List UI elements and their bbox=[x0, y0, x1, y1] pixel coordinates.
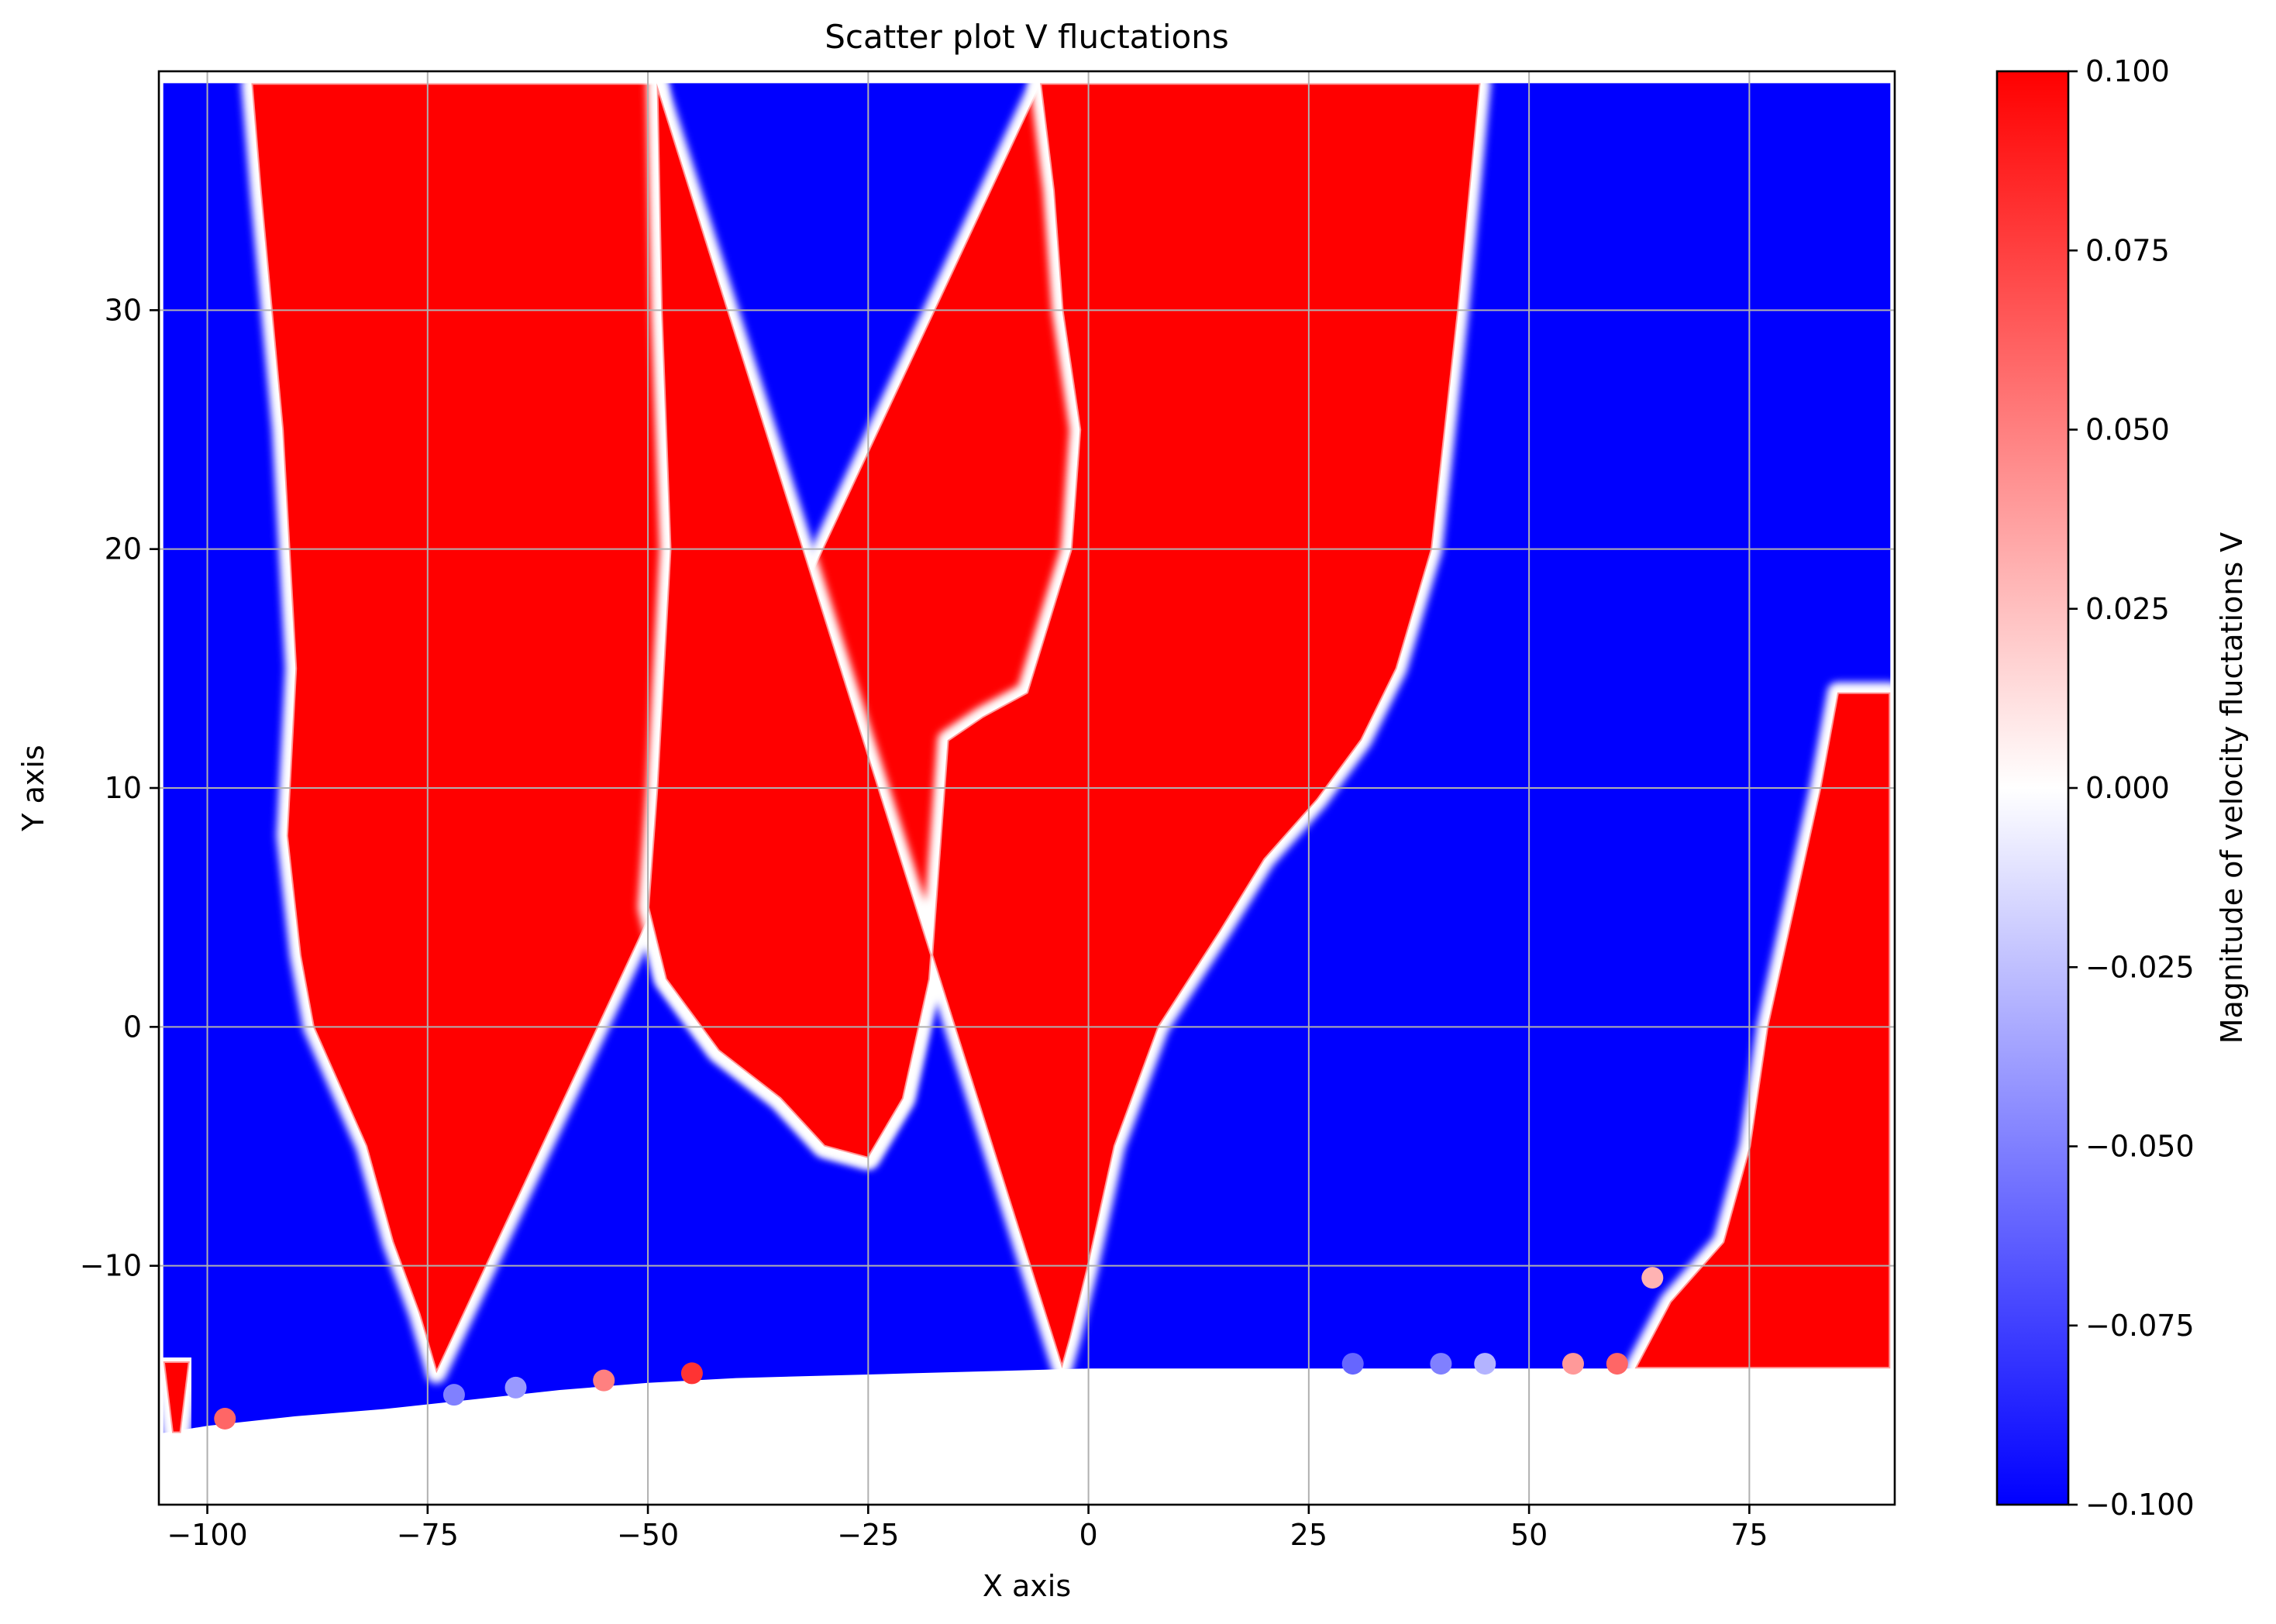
chart-title: Scatter plot V fluctations bbox=[825, 18, 1229, 56]
plot-area bbox=[159, 73, 1895, 1443]
y-tick-label-4: 30 bbox=[105, 293, 142, 327]
scatter-point-7 bbox=[1474, 1353, 1496, 1375]
x-tick-label-7: 75 bbox=[1730, 1518, 1768, 1552]
x-tick-label-0: −100 bbox=[167, 1518, 247, 1552]
x-tick-label-3: −25 bbox=[837, 1518, 899, 1552]
scatter-point-2 bbox=[504, 1376, 527, 1399]
colorbar-tick-label-3: 0.025 bbox=[2085, 592, 2170, 626]
region-0 bbox=[161, 1360, 191, 1435]
colorbar-tick-label-5: −0.025 bbox=[2085, 950, 2195, 984]
x-axis-label: X axis bbox=[983, 1569, 1071, 1603]
x-ticks: −100 −75 −50 −25 0 25 50 75 bbox=[167, 1505, 1768, 1552]
scatter-point-10 bbox=[1641, 1267, 1664, 1289]
scatter-point-8 bbox=[1562, 1353, 1584, 1375]
colorbar-tick-label-0: 0.100 bbox=[2085, 54, 2170, 88]
y-tick-label-3: 20 bbox=[105, 532, 142, 566]
x-tick-label-5: 25 bbox=[1290, 1518, 1327, 1552]
scatter-point-0 bbox=[214, 1408, 236, 1430]
colorbar-fill bbox=[1997, 71, 2068, 1505]
x-tick-label-1: −75 bbox=[397, 1518, 459, 1552]
colorbar-tick-label-1: 0.075 bbox=[2085, 233, 2170, 267]
scatter-point-1 bbox=[442, 1384, 465, 1406]
grid-lines bbox=[159, 71, 1895, 1505]
y-axis-label: Y axis bbox=[16, 745, 50, 831]
x-tick-label-2: −50 bbox=[617, 1518, 679, 1552]
colorbar-ticks: 0.100 0.075 0.050 0.025 0.000 −0.025 −0.050 −0.… bbox=[2068, 54, 2195, 1522]
scatter-point-3 bbox=[593, 1369, 615, 1392]
colorbar: 0.100 0.075 0.050 0.025 0.000 −0.025 −0.050 −0.… bbox=[1995, 54, 2249, 1522]
y-tick-label-0: −10 bbox=[80, 1249, 142, 1283]
colorbar-tick-label-4: 0.000 bbox=[2085, 771, 2170, 805]
colorbar-tick-label-6: −0.050 bbox=[2085, 1130, 2195, 1164]
colorbar-tick-label-8: −0.100 bbox=[2085, 1488, 2195, 1522]
red-regions bbox=[159, 73, 1895, 1443]
scatter-point-5 bbox=[1341, 1353, 1364, 1375]
x-tick-label-6: 50 bbox=[1510, 1518, 1548, 1552]
colorbar-label: Magnitude of velocity fluctations V bbox=[2215, 532, 2249, 1044]
colorbar-tick-label-2: 0.050 bbox=[2085, 413, 2170, 447]
y-tick-label-2: 10 bbox=[105, 771, 142, 805]
y-tick-label-1: 0 bbox=[123, 1010, 142, 1044]
scatter-points bbox=[214, 1267, 1664, 1430]
region-2 bbox=[646, 81, 1482, 1371]
region-3 bbox=[1633, 690, 1892, 1371]
scatter-point-9 bbox=[1606, 1353, 1628, 1375]
scatter-point-6 bbox=[1430, 1353, 1452, 1375]
y-ticks: −10 0 10 20 30 bbox=[80, 293, 159, 1283]
colorbar-tick-label-7: −0.075 bbox=[2085, 1309, 2195, 1343]
x-tick-label-4: 0 bbox=[1079, 1518, 1098, 1552]
scatter-point-4 bbox=[680, 1362, 703, 1385]
